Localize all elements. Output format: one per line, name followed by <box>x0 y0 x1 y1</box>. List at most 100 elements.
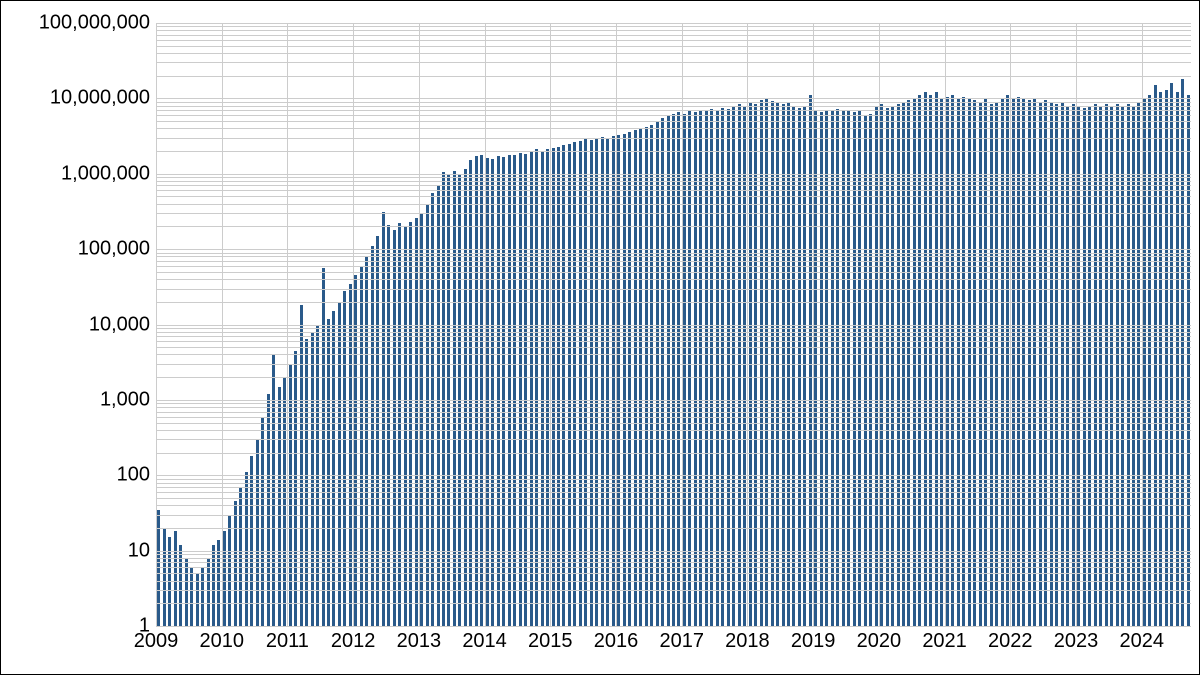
x-tick-label: 2018 <box>725 630 770 653</box>
bar <box>349 284 352 627</box>
bar <box>1121 106 1124 626</box>
bar <box>469 160 472 626</box>
y-minor-gridline <box>156 226 1191 227</box>
bar <box>250 456 253 626</box>
x-gridline <box>813 23 814 626</box>
y-minor-gridline <box>156 562 1191 563</box>
bar <box>431 193 434 626</box>
y-minor-gridline <box>156 354 1191 355</box>
bar <box>239 487 242 626</box>
bar <box>404 226 407 626</box>
bar <box>1154 85 1157 626</box>
y-minor-gridline <box>156 554 1191 555</box>
bar <box>1159 92 1162 626</box>
y-gridline <box>156 98 1191 99</box>
x-gridline <box>550 23 551 626</box>
bar <box>294 351 297 626</box>
bar <box>606 138 609 626</box>
y-minor-gridline <box>156 128 1191 129</box>
bar <box>480 155 483 626</box>
bar <box>261 417 264 626</box>
y-minor-gridline <box>156 213 1191 214</box>
bar <box>437 185 440 626</box>
y-minor-gridline <box>156 196 1191 197</box>
y-gridline <box>156 400 1191 401</box>
x-tick-label: 2017 <box>659 630 704 653</box>
bar <box>508 155 511 626</box>
y-minor-gridline <box>156 505 1191 506</box>
x-tick-label: 2011 <box>266 630 309 653</box>
y-minor-gridline <box>156 581 1191 582</box>
bar <box>1077 106 1080 626</box>
y-minor-gridline <box>156 177 1191 178</box>
bar <box>217 540 220 626</box>
bar <box>628 132 631 626</box>
y-minor-gridline <box>156 40 1191 41</box>
bar <box>847 111 850 626</box>
y-gridline <box>156 23 1191 24</box>
bar <box>595 138 598 626</box>
x-gridline <box>616 23 617 626</box>
bar <box>365 256 368 626</box>
bar <box>420 213 423 626</box>
y-minor-gridline <box>156 407 1191 408</box>
bar <box>1006 95 1009 626</box>
bar <box>962 97 965 626</box>
x-tick-label: 2023 <box>1054 630 1099 653</box>
bar <box>1187 95 1190 626</box>
bar <box>1088 106 1091 626</box>
y-tick-label: 10 <box>128 539 150 562</box>
y-tick-label: 100,000 <box>78 238 150 261</box>
bar <box>502 157 505 626</box>
bar <box>163 528 166 626</box>
y-minor-gridline <box>156 417 1191 418</box>
bar <box>234 501 237 626</box>
bar <box>267 394 270 626</box>
y-minor-gridline <box>156 110 1191 111</box>
y-minor-gridline <box>156 341 1191 342</box>
bar <box>727 109 730 626</box>
plot-area: 1101001,00010,000100,0001,000,00010,000,… <box>156 23 1191 626</box>
x-gridline <box>353 23 354 626</box>
bar <box>743 106 746 626</box>
bar <box>338 302 341 626</box>
y-minor-gridline <box>156 190 1191 191</box>
y-minor-gridline <box>156 332 1191 333</box>
y-minor-gridline <box>156 515 1191 516</box>
x-gridline <box>1076 23 1077 626</box>
x-tick-label: 2020 <box>857 630 902 653</box>
x-gridline <box>1010 23 1011 626</box>
bar <box>1165 90 1168 626</box>
bar <box>699 110 702 626</box>
y-minor-gridline <box>156 487 1191 488</box>
bar <box>283 377 286 626</box>
bar <box>951 95 954 626</box>
y-minor-gridline <box>156 102 1191 103</box>
bar <box>486 158 489 626</box>
x-gridline <box>747 23 748 626</box>
bar <box>667 115 670 626</box>
x-tick-label: 2010 <box>199 630 244 653</box>
bar <box>584 139 587 626</box>
bar <box>228 515 231 626</box>
x-gridline <box>485 23 486 626</box>
bar <box>732 106 735 626</box>
x-gridline <box>1142 23 1143 626</box>
y-minor-gridline <box>156 573 1191 574</box>
y-minor-gridline <box>156 151 1191 152</box>
bar <box>623 134 626 626</box>
y-minor-gridline <box>156 430 1191 431</box>
bar <box>190 567 193 626</box>
y-minor-gridline <box>156 336 1191 337</box>
y-minor-gridline <box>156 30 1191 31</box>
y-minor-gridline <box>156 528 1191 529</box>
x-tick-label: 2021 <box>922 630 967 653</box>
bar <box>935 92 938 626</box>
x-tick-label: 2016 <box>594 630 639 653</box>
bar <box>174 531 177 626</box>
bar <box>201 567 204 626</box>
bar <box>842 110 845 626</box>
y-tick-label: 100,000,000 <box>39 12 150 35</box>
bar <box>1148 95 1151 626</box>
y-minor-gridline <box>156 279 1191 280</box>
